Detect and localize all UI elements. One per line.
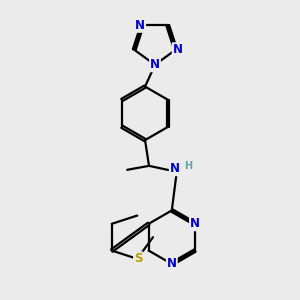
Text: N: N [170,162,180,175]
Text: N: N [190,217,200,230]
Text: N: N [150,58,160,71]
Text: S: S [134,252,142,265]
Text: N: N [173,43,183,56]
Text: H: H [184,161,193,171]
Text: N: N [167,257,177,270]
Text: N: N [135,19,145,32]
